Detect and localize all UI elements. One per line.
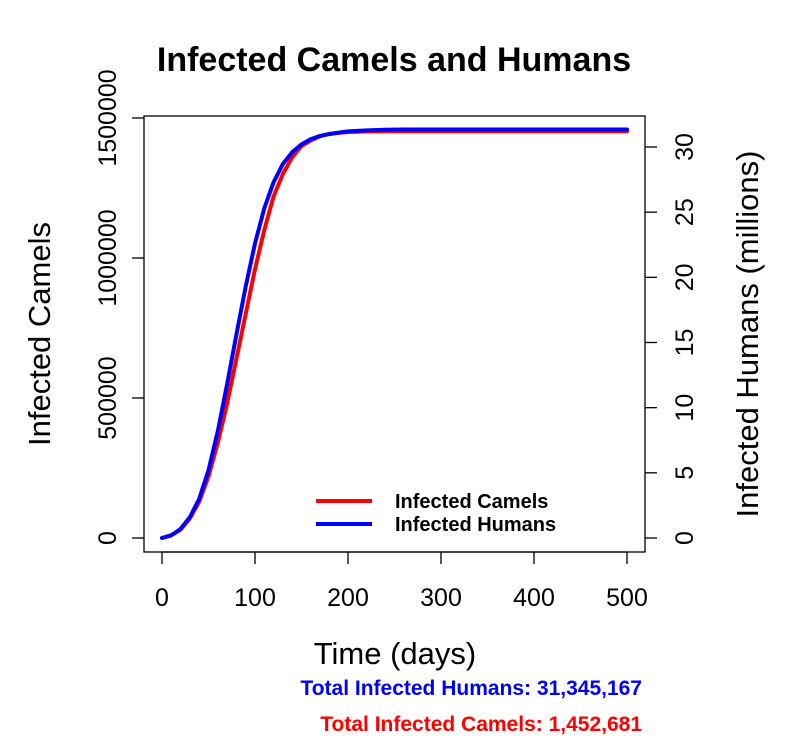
y-left-tick-label: 1500000 <box>94 69 122 166</box>
series-layer <box>160 127 629 540</box>
x-tick-label: 100 <box>234 584 276 612</box>
y-left-axis: 0 500000 1000000 1500000 <box>94 69 144 545</box>
x-tick-label: 200 <box>327 584 369 612</box>
x-axis-label: Time (days) <box>314 636 476 671</box>
y-right-axis: 0 5 10 15 20 25 30 <box>645 133 699 545</box>
chart-title: Infected Camels and Humans <box>157 41 631 79</box>
y-left-tick-label: 0 <box>94 531 122 545</box>
y-right-tick-label: 15 <box>671 329 699 357</box>
y-right-axis-label: Infected Humans (millions) <box>730 151 765 518</box>
x-tick-label: 300 <box>420 584 462 612</box>
total-camels-label: Total Infected Camels: 1,452,681 <box>320 713 642 736</box>
y-left-axis-label: Infected Camels <box>22 222 57 446</box>
x-tick-label: 400 <box>513 584 555 612</box>
y-right-tick-label: 5 <box>671 466 699 480</box>
plot-border <box>143 115 646 553</box>
x-axis: 0 100 200 300 400 500 <box>155 551 648 612</box>
total-humans-label: Total Infected Humans: 31,345,167 <box>300 677 642 700</box>
legend: Infected Camels Infected Humans <box>316 491 556 536</box>
y-right-tick-label: 25 <box>671 198 699 226</box>
series-line-infected-humans <box>160 127 629 540</box>
x-tick-label: 500 <box>606 584 648 612</box>
legend-label-humans: Infected Humans <box>395 514 556 536</box>
y-left-tick-label: 1000000 <box>94 209 122 306</box>
y-left-tick-label: 500000 <box>94 356 122 439</box>
y-right-tick-label: 20 <box>671 263 699 291</box>
legend-label-camels: Infected Camels <box>395 491 548 513</box>
series-line-infected-camels <box>160 129 629 540</box>
x-tick-label: 0 <box>155 584 169 612</box>
y-right-tick-label: 10 <box>671 394 699 422</box>
y-right-tick-label: 0 <box>671 531 699 545</box>
y-right-tick-label: 30 <box>671 133 699 161</box>
